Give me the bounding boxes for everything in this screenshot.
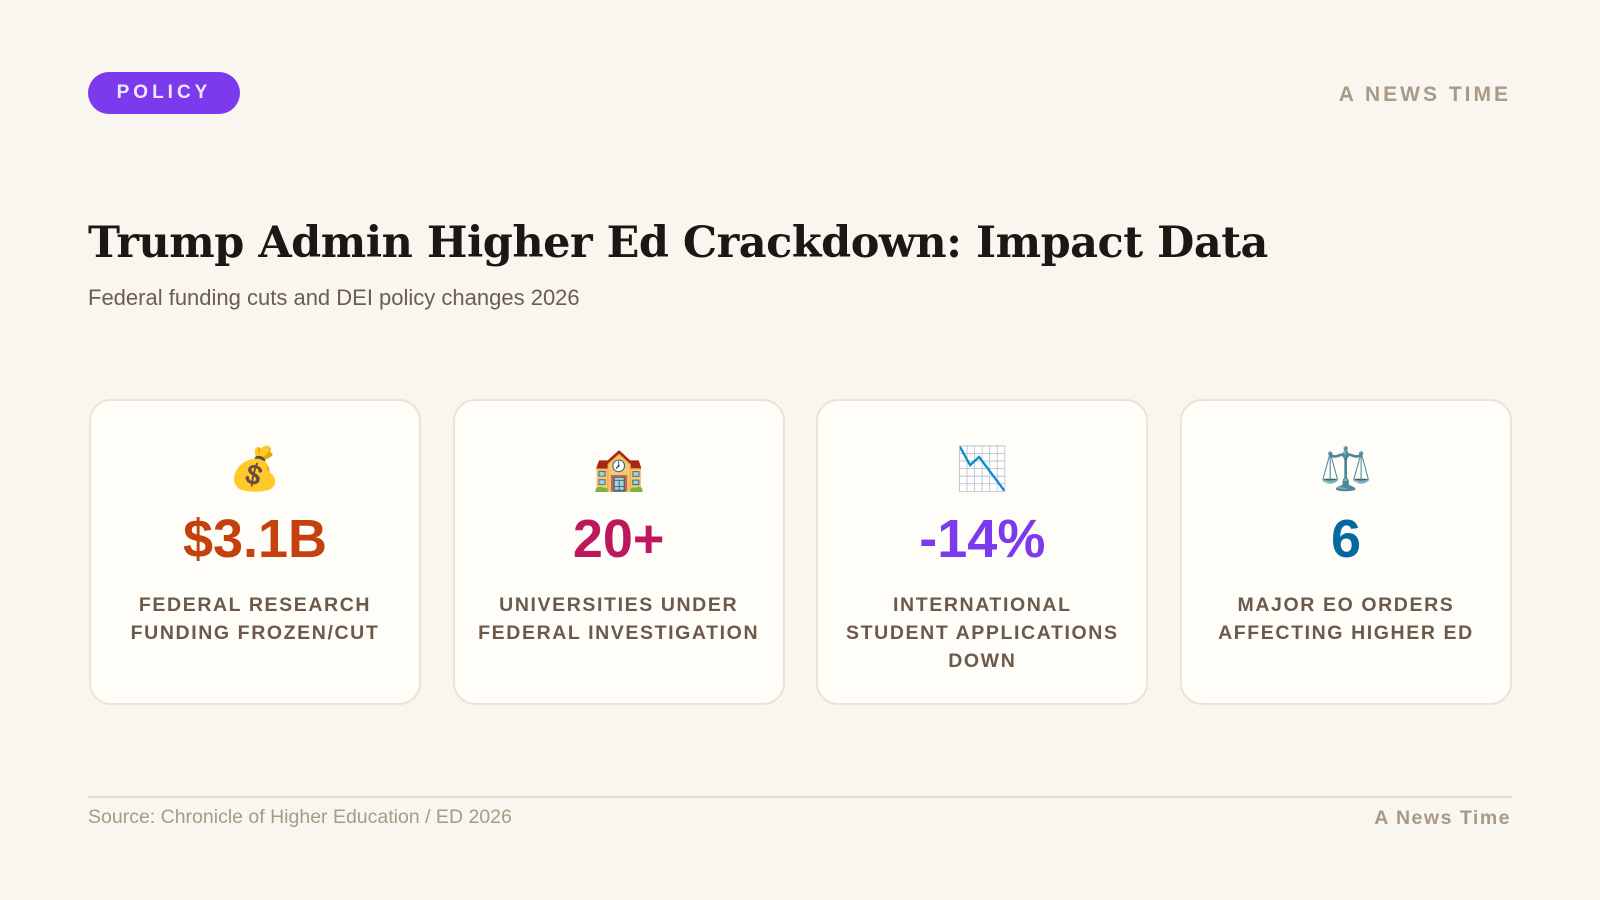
stat-card: 🏫 20+ UNIVERSITIES UNDER FEDERAL INVESTI… (452, 399, 785, 705)
page-title: Trump Admin Higher Ed Crackdown: Impact … (88, 218, 1268, 268)
chart-decreasing-icon: 📉 (956, 445, 1009, 492)
stat-label: INTERNATIONAL STUDENT APPLICATIONS DOWN (846, 594, 1119, 672)
category-badge: POLICY (88, 72, 240, 114)
page-subtitle: Federal funding cuts and DEI policy chan… (88, 285, 580, 310)
source-note: Source: Chronicle of Higher Education / … (88, 806, 512, 828)
stat-label: UNIVERSITIES UNDER FEDERAL INVESTIGATION (478, 594, 760, 644)
footer-brand: A News Time (1374, 807, 1511, 829)
stat-value: 20+ (572, 509, 665, 569)
stat-label: FEDERAL RESEARCH FUNDING FROZEN/CUT (130, 594, 380, 644)
brand-logo: A NEWS TIME (1338, 83, 1511, 106)
footer-divider (88, 796, 1512, 798)
stat-value: 6 (1330, 509, 1361, 569)
stat-card: 💰 $3.1B FEDERAL RESEARCH FUNDING FROZEN/… (89, 399, 421, 705)
money-bag-icon: 💰 (228, 445, 282, 492)
balance-scale-icon: ⚖️ (1319, 445, 1373, 492)
stat-label: MAJOR EO ORDERS AFFECTING HIGHER ED (1218, 594, 1474, 644)
stat-card: ⚖️ 6 MAJOR EO ORDERS AFFECTING HIGHER ED (1179, 399, 1512, 705)
school-icon: 🏫 (592, 445, 645, 492)
stat-cards: 💰 $3.1B FEDERAL RESEARCH FUNDING FROZEN/… (89, 399, 1512, 709)
stat-value: $3.1B (182, 509, 328, 569)
stat-value: -14% (919, 509, 1046, 569)
stat-card: 📉 -14% INTERNATIONAL STUDENT APPLICATION… (816, 399, 1149, 705)
